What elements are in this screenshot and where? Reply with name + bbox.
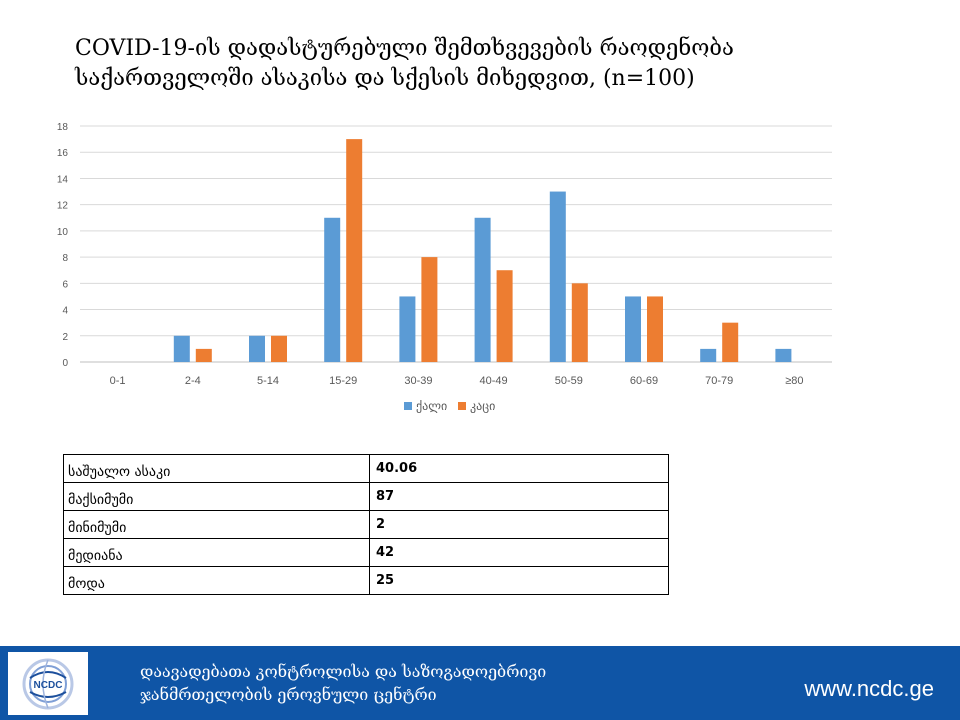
x-tick-label: 40-49 — [480, 375, 508, 387]
legend-label: კაცი — [470, 399, 495, 413]
x-tick-label: 30-39 — [404, 375, 432, 387]
y-tick-label: 4 — [62, 306, 68, 317]
stats-label: მოდა — [63, 566, 370, 595]
y-tick-label: 12 — [57, 201, 69, 212]
y-tick-label: 10 — [57, 227, 69, 238]
chart-title: COVID-19-ის დადასტურებული შემთხვევების რ… — [75, 34, 905, 94]
stats-row: საშუალო ასაკი 40.06 — [63, 454, 669, 483]
x-tick-label: 2-4 — [185, 375, 201, 387]
stats-label: საშუალო ასაკი — [63, 454, 370, 483]
website-link[interactable]: www.ncdc.ge — [804, 676, 934, 701]
bar-female — [173, 335, 190, 362]
bar-female — [700, 348, 717, 362]
organization-name-line-2: ჯანმრთელობის ეროვნული ცენტრი — [140, 685, 437, 704]
organization-name: დაავადებათა კონტროლისა და საზოგადოებრივი… — [140, 660, 546, 706]
x-tick-label: 70-79 — [705, 375, 733, 387]
y-tick-label: 16 — [57, 148, 69, 159]
y-tick-label: 8 — [62, 253, 68, 264]
bar-male — [271, 335, 287, 362]
stats-row: მინიმუმი 2 — [63, 510, 669, 539]
y-tick-label: 6 — [62, 279, 68, 290]
x-tick-label: 5-14 — [257, 375, 279, 387]
x-tick-label: 15-29 — [329, 375, 357, 387]
summary-stats-table: საშუალო ასაკი 40.06 მაქსიმუმი 87 მინიმუმი 2 მე… — [63, 454, 669, 595]
stats-value: 87 — [369, 482, 669, 511]
ncdc-logo: NCDC — [8, 652, 88, 715]
bar-chart: 0 2 4 6 8 10 12 14 16 18 0-1 2-4 5-14 15-29 30-39 40-49… — [57, 122, 832, 413]
stats-label: მინიმუმი — [63, 510, 370, 539]
bar-male — [571, 283, 588, 362]
x-tick-label: ≥80 — [785, 375, 803, 387]
stats-value: 42 — [369, 538, 669, 567]
bar-female — [249, 335, 265, 362]
y-tick-label: 0 — [62, 358, 68, 369]
bar-female — [399, 296, 416, 362]
bar-male — [346, 139, 363, 362]
bar-female — [549, 191, 566, 362]
stats-value: 2 — [369, 510, 669, 539]
organization-name-line-1: დაავადებათა კონტროლისა და საზოგადოებრივი — [140, 662, 547, 681]
chart-title-line-2: საქართველოში ასაკისა და სქესის მიხედვით,… — [75, 66, 695, 91]
stats-row: მაქსიმუმი 87 — [63, 482, 669, 511]
stats-label: მედიანა — [63, 538, 370, 567]
legend-label: ქალი — [416, 399, 447, 413]
bar-male — [722, 322, 739, 362]
x-tick-label: 60-69 — [630, 375, 658, 387]
x-tick-label: 50-59 — [555, 375, 583, 387]
y-tick-label: 2 — [62, 332, 68, 343]
stats-row: მედიანა 42 — [63, 538, 669, 567]
y-tick-label: 18 — [57, 122, 69, 133]
chart-title-line-1: COVID-19-ის დადასტურებული შემთხვევების რ… — [75, 36, 734, 61]
bar-male — [421, 257, 438, 362]
bar-female — [324, 217, 341, 362]
bar-male — [496, 270, 513, 362]
stats-value: 40.06 — [369, 454, 669, 483]
legend-swatch — [458, 402, 466, 410]
globe-icon: NCDC — [22, 658, 74, 710]
stats-label: მაქსიმუმი — [63, 482, 370, 511]
stats-value: 25 — [369, 566, 669, 595]
legend-swatch — [404, 402, 412, 410]
bar-male — [195, 348, 212, 362]
y-tick-label: 14 — [57, 174, 69, 185]
stats-row: მოდა 25 — [63, 566, 669, 595]
bar-female — [474, 217, 491, 362]
bar-female — [775, 348, 792, 362]
x-tick-label: 0-1 — [110, 375, 126, 387]
bar-female — [625, 296, 641, 362]
bar-male — [647, 296, 663, 362]
footer-bar: NCDC დაავადებათა კონტროლისა და საზოგადოე… — [0, 646, 960, 720]
logo-text: NCDC — [34, 680, 63, 691]
